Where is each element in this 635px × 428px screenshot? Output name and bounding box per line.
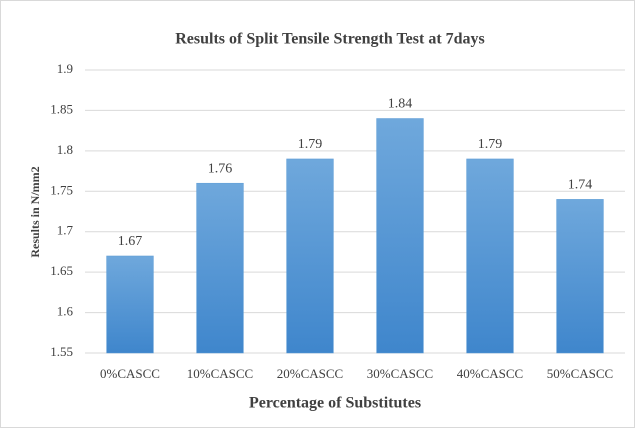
x-axis-title: Percentage of Substitutes [249,395,421,412]
bar [466,158,514,354]
data-label: 1.79 [478,137,503,152]
y-tick-label: 1.9 [57,61,73,76]
bar [106,255,154,354]
data-label: 1.74 [568,178,593,193]
bar [556,199,604,354]
y-axis-title: Results in N/mm2 [28,166,42,257]
bar [196,182,244,354]
y-tick-label: 1.7 [57,223,74,238]
data-label: 1.67 [118,234,143,249]
bar [286,158,334,354]
x-tick-label: 10%CASCC [187,366,253,381]
y-tick-label: 1.6 [57,304,74,319]
data-label: 1.79 [298,137,323,152]
x-tick-label: 50%CASCC [547,366,613,381]
y-tick-label: 1.8 [57,142,73,157]
data-label: 1.84 [388,97,413,112]
x-tick-label: 40%CASCC [457,366,523,381]
x-tick-label: 20%CASCC [277,366,343,381]
x-tick-label: 0%CASCC [100,366,160,381]
data-label: 1.76 [208,161,233,176]
y-tick-label: 1.85 [50,101,73,116]
y-tick-label: 1.65 [50,263,73,278]
y-tick-label: 1.75 [50,182,73,197]
y-tick-label: 1.55 [50,344,73,359]
bar [376,118,424,354]
chart-title: Results of Split Tensile Strength Test a… [175,31,485,48]
x-tick-label: 30%CASCC [367,366,433,381]
